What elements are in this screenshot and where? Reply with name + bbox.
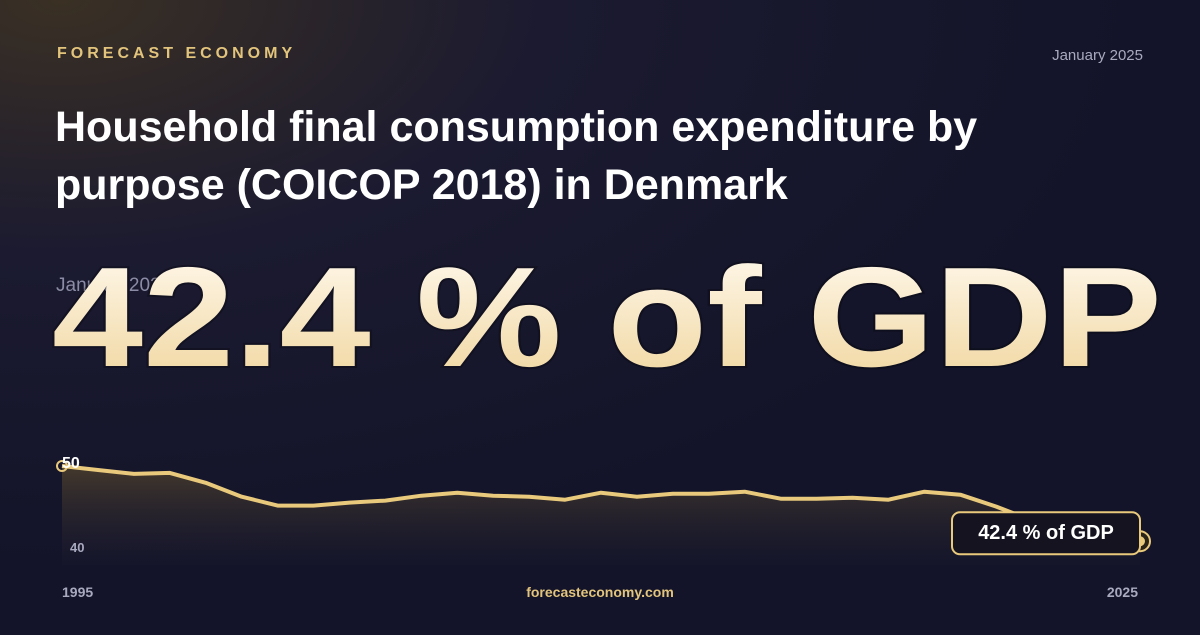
chart: 42.4 % of GDP 40 50 1995 2025 bbox=[56, 455, 1151, 600]
x-tick-label: 1995 bbox=[62, 584, 93, 600]
brand: FORECAST ECONOMY bbox=[57, 45, 296, 62]
area bbox=[62, 466, 1140, 565]
start-marker bbox=[56, 460, 68, 472]
date: January 2025 bbox=[1052, 47, 1143, 64]
headline-date: January 2025 bbox=[56, 275, 171, 296]
callout-box bbox=[951, 511, 1141, 556]
headline: 42.4 % of GDP bbox=[52, 238, 1162, 397]
footer: forecasteconomy.com bbox=[526, 584, 674, 600]
line bbox=[61, 464, 1141, 544]
callout-label: 42.4 % of GDP bbox=[978, 522, 1114, 544]
y-tick-label: 40 bbox=[70, 540, 84, 555]
x-tick-label: 2025 bbox=[1107, 584, 1138, 600]
title-box: Household final consumption expenditure … bbox=[55, 103, 978, 209]
y-tick-label: 50 bbox=[62, 455, 80, 472]
title: Household final consumption expenditure … bbox=[55, 103, 978, 209]
